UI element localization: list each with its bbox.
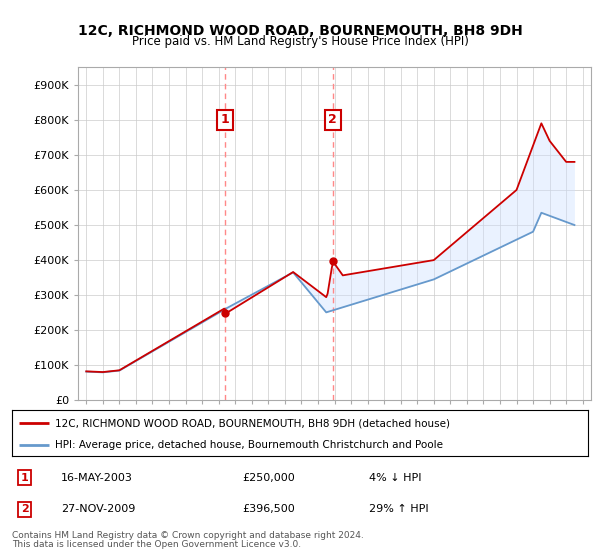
Text: Price paid vs. HM Land Registry's House Price Index (HPI): Price paid vs. HM Land Registry's House … (131, 35, 469, 48)
Text: 29% ↑ HPI: 29% ↑ HPI (369, 504, 429, 514)
Text: £396,500: £396,500 (242, 504, 295, 514)
Text: 12C, RICHMOND WOOD ROAD, BOURNEMOUTH, BH8 9DH (detached house): 12C, RICHMOND WOOD ROAD, BOURNEMOUTH, BH… (55, 418, 450, 428)
Text: 12C, RICHMOND WOOD ROAD, BOURNEMOUTH, BH8 9DH: 12C, RICHMOND WOOD ROAD, BOURNEMOUTH, BH… (77, 24, 523, 38)
Text: 1: 1 (220, 113, 229, 127)
Text: 1: 1 (21, 473, 29, 483)
Text: 2: 2 (328, 113, 337, 127)
Text: 2: 2 (21, 504, 29, 514)
Text: HPI: Average price, detached house, Bournemouth Christchurch and Poole: HPI: Average price, detached house, Bour… (55, 440, 443, 450)
Point (328, 257, 338, 266)
Text: Contains HM Land Registry data © Crown copyright and database right 2024.: Contains HM Land Registry data © Crown c… (12, 531, 364, 540)
Text: This data is licensed under the Open Government Licence v3.0.: This data is licensed under the Open Gov… (12, 540, 301, 549)
Point (220, 308, 230, 317)
Text: £250,000: £250,000 (242, 473, 295, 483)
Text: 4% ↓ HPI: 4% ↓ HPI (369, 473, 422, 483)
Text: 16-MAY-2003: 16-MAY-2003 (61, 473, 133, 483)
Text: 27-NOV-2009: 27-NOV-2009 (61, 504, 136, 514)
